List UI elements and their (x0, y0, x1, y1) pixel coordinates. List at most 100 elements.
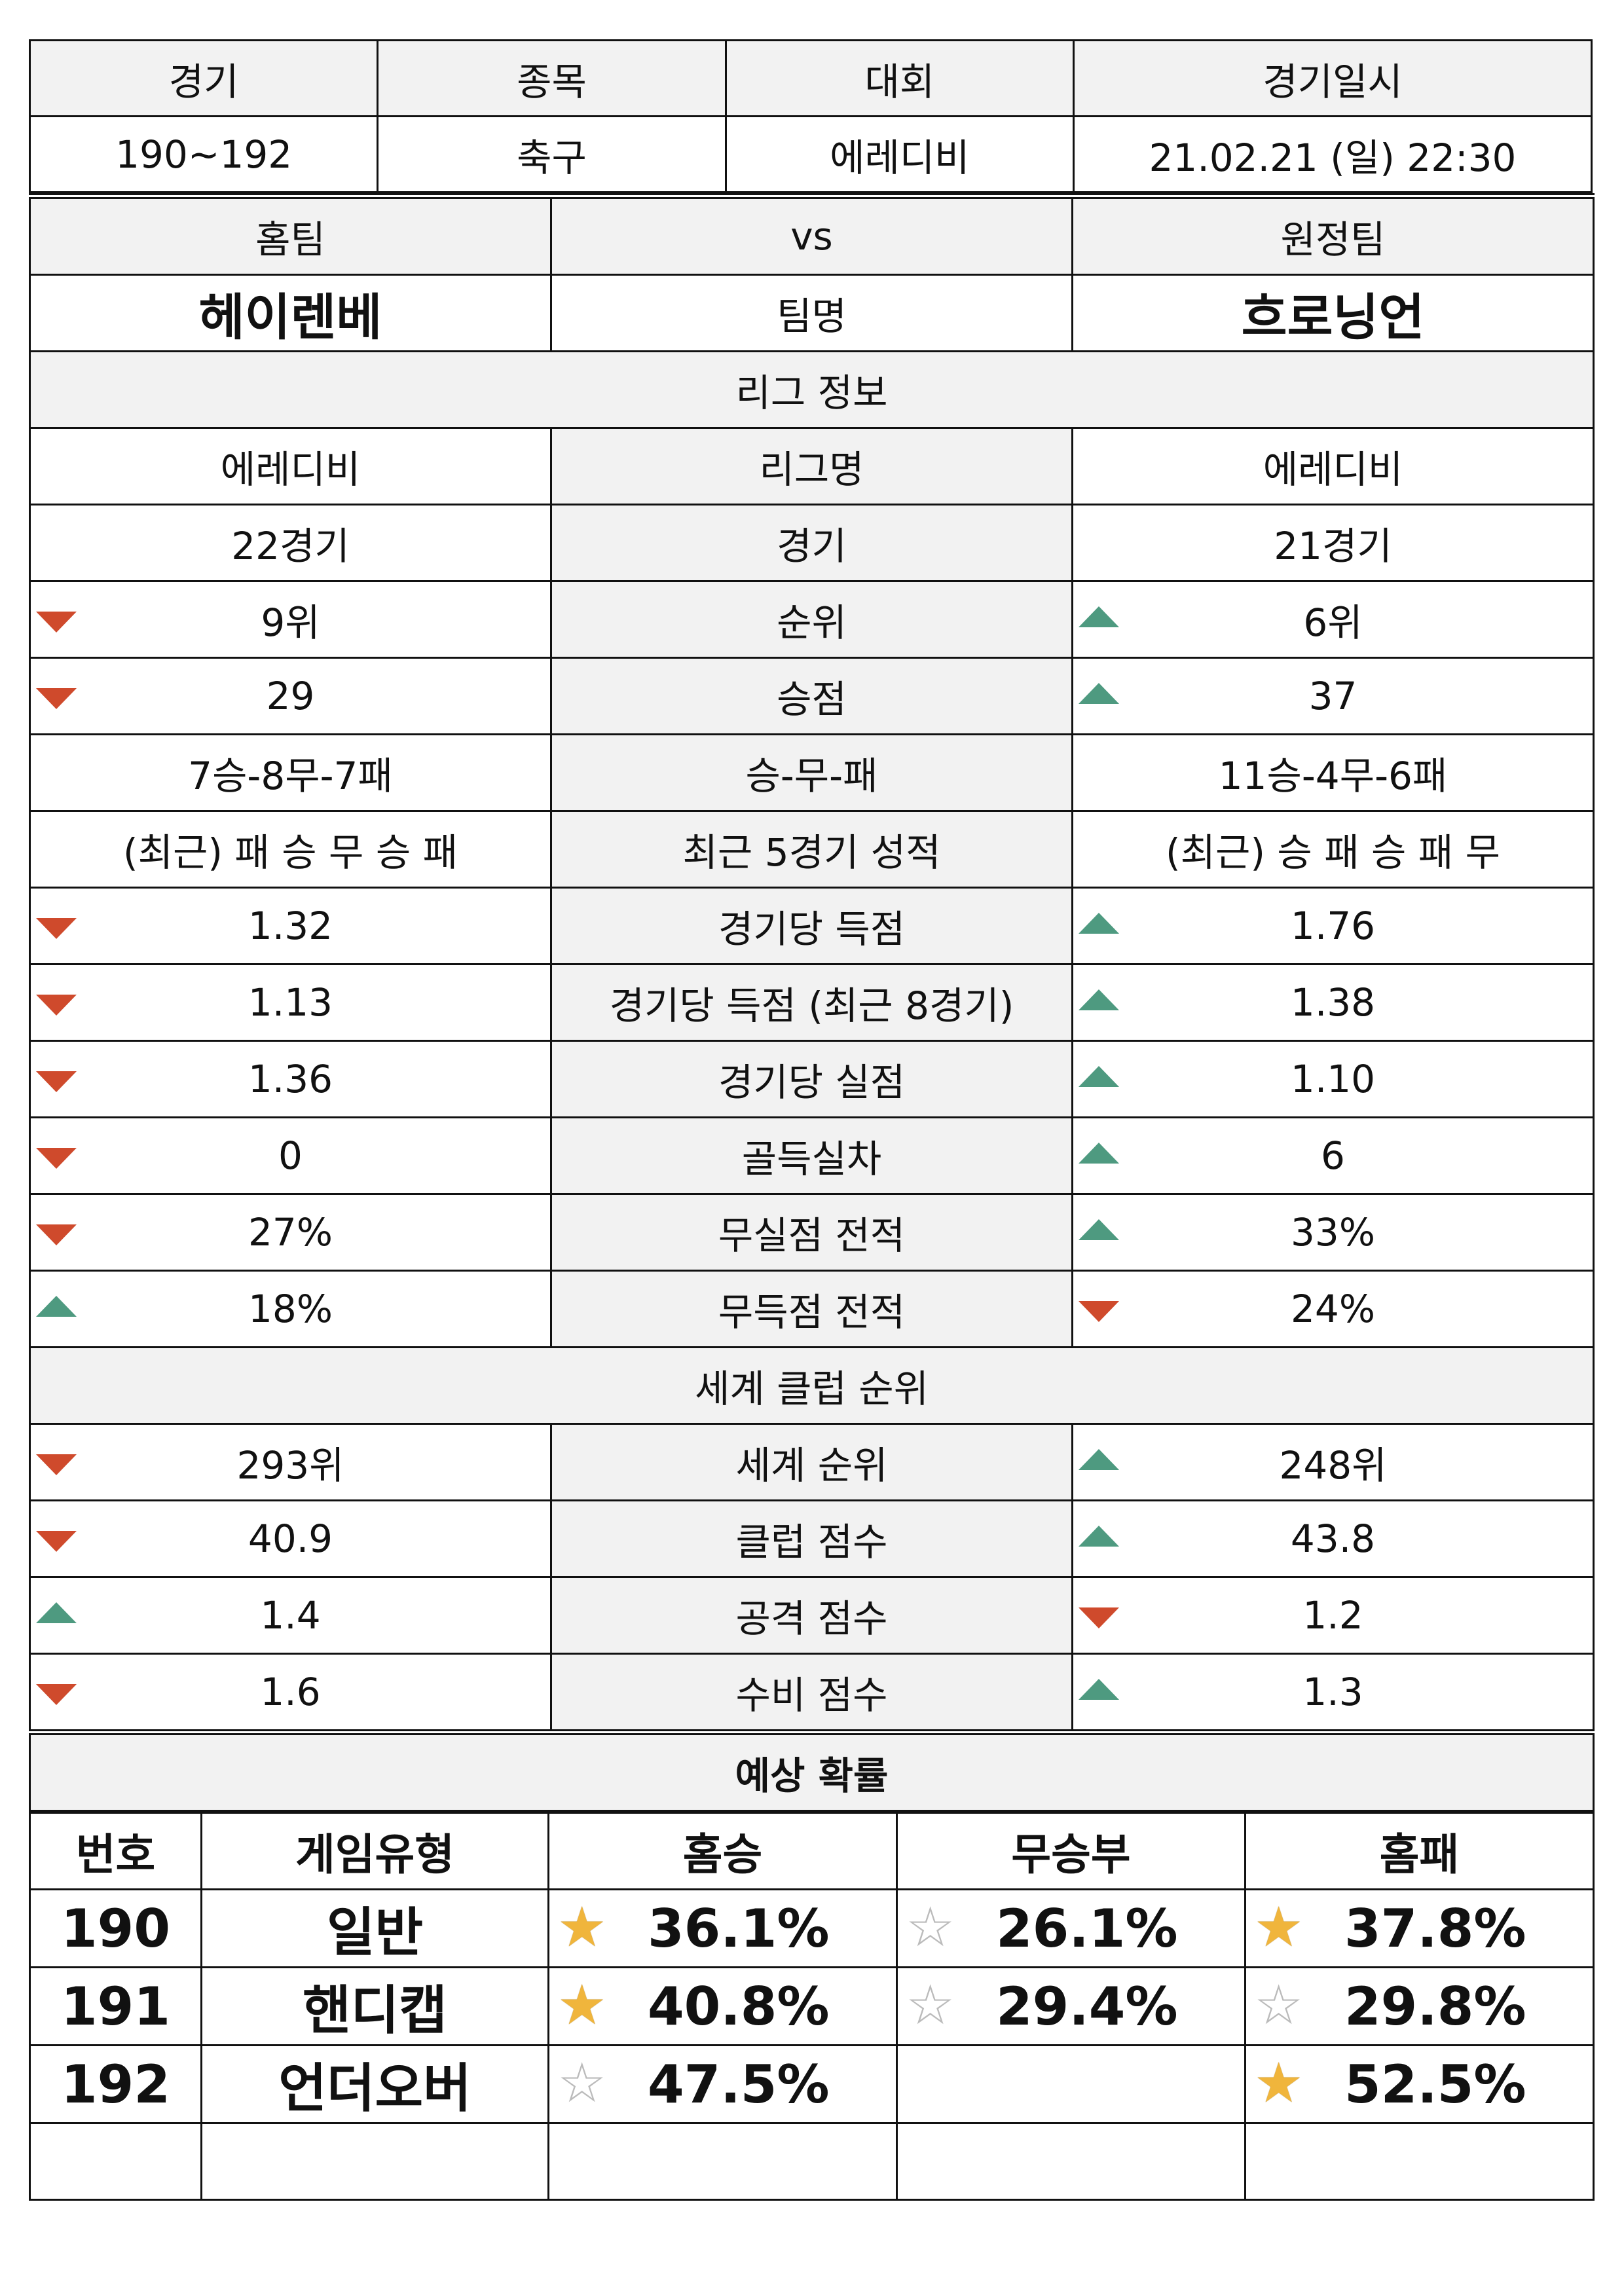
triangle-down-icon (36, 1684, 77, 1705)
league-row: 22경기 경기 21경기 (29, 504, 1595, 582)
league-home-text: 7승-8무-7패 (188, 754, 393, 798)
triangle-down-icon (36, 612, 77, 633)
league-away-text: 6위 (1303, 600, 1363, 645)
prob-row: 190 일반 ★ 36.1% ☆ 26.1% ★ 37.8% (29, 1888, 1595, 1968)
league-home-text: (최근) 패 승 무 승 패 (123, 830, 458, 875)
triangle-down-icon (36, 1224, 77, 1245)
triangle-down-icon (36, 1148, 77, 1169)
triangle-up-icon (1079, 1449, 1119, 1470)
triangle-up-icon (1079, 1143, 1119, 1164)
prob-row: 191 핸디캡 ★ 40.8% ☆ 29.4% ☆ 29.8% (29, 1966, 1595, 2046)
world-away-text: 248위 (1279, 1443, 1387, 1488)
world-row: 1.6 수비 점수 1.3 (29, 1653, 1595, 1733)
league-row: 0 골득실차 6 (29, 1116, 1595, 1195)
league-row: 1.36 경기당 실점 1.10 (29, 1040, 1595, 1118)
league-label-text: 승점 (777, 677, 847, 722)
league-row: 에레디비 리그명 에레디비 (29, 427, 1595, 505)
league-away-value: (최근) 승 패 승 패 무 (1071, 810, 1595, 889)
prob-home-loss-cell: ★ 52.5% (1244, 2044, 1595, 2124)
world-section-title: 세계 클럽 순위 (29, 1346, 1595, 1425)
world-home-text: 40.9 (248, 1516, 333, 1561)
league-away-text: 33% (1291, 1210, 1375, 1255)
league-label-text: 경기 (777, 524, 847, 568)
prob-header-row: 번호 게임유형 홈승 무승부 홈패 (29, 1812, 1595, 1890)
prob-home-loss-cell: ★ 37.8% (1244, 1888, 1595, 1968)
prob-home-win-value: 47.5% (648, 2053, 830, 2115)
league-home-value: (최근) 패 승 무 승 패 (29, 810, 552, 889)
prob-draw-value: 29.4% (996, 1975, 1178, 2037)
triangle-down-icon (1079, 1607, 1119, 1628)
league-row: 27% 무실점 전적 33% (29, 1193, 1595, 1272)
prob-section-title: 예상 확률 (29, 1729, 1595, 1812)
star-outline-icon: ☆ (906, 1895, 955, 1959)
league-row: 18% 무득점 전적 24% (29, 1270, 1595, 1348)
league-label-value: 무실점 전적 (550, 1193, 1073, 1272)
triangle-up-icon (36, 1602, 77, 1623)
triangle-down-icon (36, 1454, 77, 1475)
empty-cell (547, 2122, 898, 2201)
prob-header-draw: 무승부 (896, 1812, 1246, 1890)
league-away-text: 37 (1308, 674, 1357, 718)
prob-header-home-loss: 홈패 (1244, 1812, 1595, 1890)
star-filled-icon: ★ (1254, 1895, 1304, 1959)
prob-header-number: 번호 (29, 1812, 202, 1890)
league-home-text: 1.36 (248, 1057, 333, 1101)
triangle-up-icon (1079, 989, 1119, 1010)
league-home-text: 에레디비 (220, 447, 361, 492)
probability-table: 번호 게임유형 홈승 무승부 홈패 190 일반 ★ 36.1% ☆ 26.1% ★ 37.8… (29, 1812, 1595, 2201)
league-label-text: 순위 (777, 600, 847, 645)
league-away-value: 6위 (1071, 580, 1595, 659)
league-label-text: 경기당 득점 (718, 907, 906, 951)
league-home-value: 에레디비 (29, 427, 552, 505)
league-home-value: 7승-8무-7패 (29, 733, 552, 812)
league-away-text: 1.76 (1290, 904, 1376, 948)
league-home-value: 29 (29, 657, 552, 735)
stats-table: 홈팀 vs 원정팀 헤이렌베 팀명 흐로닝언 리그 정보 에레디비 리그명 에레디비… (29, 193, 1595, 1812)
triangle-down-icon (36, 1531, 77, 1552)
world-away-value: 1.2 (1071, 1576, 1595, 1655)
world-label-value: 공격 점수 (550, 1576, 1073, 1655)
world-label-value: 세계 순위 (550, 1423, 1073, 1501)
league-home-text: 27% (248, 1210, 333, 1255)
league-away-value: 1.76 (1071, 887, 1595, 965)
league-label-value: 골득실차 (550, 1116, 1073, 1195)
league-home-value: 22경기 (29, 504, 552, 582)
prob-game-type: 언더오버 (200, 2044, 549, 2124)
empty-cell (29, 2122, 202, 2201)
triangle-up-icon (1079, 683, 1119, 704)
vs-label: vs (550, 193, 1073, 276)
league-away-text: 6 (1321, 1133, 1345, 1178)
prob-draw-cell: ☆ 26.1% (896, 1888, 1246, 1968)
league-home-value: 1.32 (29, 887, 552, 965)
prob-rows: 190 일반 ★ 36.1% ☆ 26.1% ★ 37.8% 191 핸디캡 ★ 40.8% ☆ 29.4… (29, 1888, 1595, 2124)
league-label-text: 무실점 전적 (718, 1213, 906, 1258)
world-home-value: 1.4 (29, 1576, 552, 1655)
league-label-value: 순위 (550, 580, 1073, 659)
league-away-value: 24% (1071, 1270, 1595, 1348)
league-label-value: 경기당 득점 (최근 8경기) (550, 963, 1073, 1042)
star-filled-icon: ★ (557, 1895, 607, 1959)
star-outline-icon: ☆ (906, 1973, 955, 2037)
match-info-table: 경기 종목 대회 경기일시 190~192 축구 에레디비 21.02.21 (… (28, 39, 1593, 193)
league-away-text: 11승-4무-6패 (1218, 754, 1448, 798)
prob-home-loss-value: 37.8% (1344, 1898, 1526, 1959)
empty-cell (200, 2122, 549, 2201)
prob-home-win-value: 40.8% (648, 1975, 830, 2037)
prob-home-loss-value: 52.5% (1344, 2053, 1526, 2115)
datetime-value: 21.02.21 (일) 22:30 (1073, 115, 1593, 193)
team-label-row: 홈팀 vs 원정팀 (29, 193, 1595, 276)
team-name-row: 헤이렌베 팀명 흐로닝언 (29, 274, 1595, 352)
match-range: 190~192 (28, 115, 379, 193)
league-label-value: 승점 (550, 657, 1073, 735)
world-label-text: 수비 점수 (735, 1673, 888, 1717)
league-section-row: 리그 정보 (29, 350, 1595, 429)
empty-cell (896, 2122, 1246, 2201)
triangle-down-icon (36, 918, 77, 939)
league-label-value: 경기 (550, 504, 1073, 582)
league-home-text: 1.32 (248, 904, 333, 948)
league-label-text: 경기당 득점 (최근 8경기) (609, 983, 1014, 1028)
world-section-row: 세계 클럽 순위 (29, 1346, 1595, 1425)
league-home-value: 9위 (29, 580, 552, 659)
world-away-value: 248위 (1071, 1423, 1595, 1501)
header-competition: 대회 (724, 39, 1075, 117)
